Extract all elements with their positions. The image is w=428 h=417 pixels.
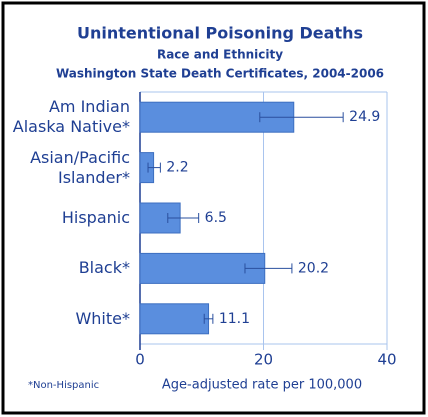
chart-subtitle: Race and Ethnicity bbox=[157, 48, 283, 62]
x-tick-label: 40 bbox=[377, 351, 396, 369]
error-bar bbox=[167, 213, 200, 223]
footnote: *Non-Hispanic bbox=[28, 380, 99, 391]
error-bar bbox=[259, 112, 344, 123]
chart-title: Unintentional Poisoning Deaths bbox=[77, 24, 363, 43]
value-label: 6.5 bbox=[205, 210, 227, 226]
y-tick-label: Hispanic bbox=[61, 208, 130, 227]
value-label: 24.9 bbox=[349, 109, 380, 125]
value-label: 11.1 bbox=[219, 311, 250, 327]
x-tick-label: 20 bbox=[254, 351, 273, 369]
bar bbox=[139, 252, 266, 284]
x-axis-label: Age-adjusted rate per 100,000 bbox=[162, 378, 362, 393]
error-bar bbox=[147, 162, 161, 173]
x-tick-label: 0 bbox=[135, 351, 145, 369]
y-tick-label: Am Indian Alaska Native* bbox=[12, 97, 130, 137]
value-label: 20.2 bbox=[298, 260, 329, 276]
bar bbox=[139, 303, 210, 335]
value-label: 2.2 bbox=[166, 160, 188, 176]
error-bar bbox=[203, 313, 214, 324]
y-tick-label: Black* bbox=[78, 258, 130, 278]
error-bar bbox=[244, 263, 293, 274]
y-tick-label: White* bbox=[75, 308, 130, 328]
y-tick-label: Asian/Pacific Islander* bbox=[30, 147, 130, 187]
chart-subtitle: Washington State Death Certificates, 200… bbox=[56, 67, 384, 81]
